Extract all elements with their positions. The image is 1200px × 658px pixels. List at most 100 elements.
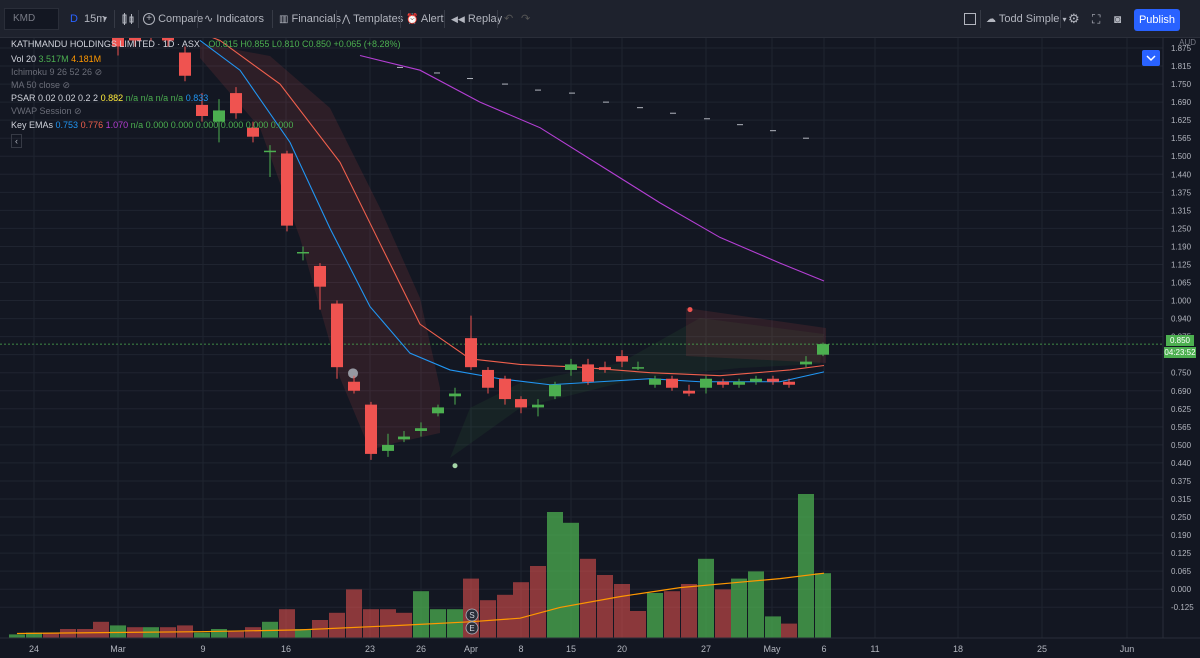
time-axis-label: 20 [617, 644, 627, 654]
toolbar-divider [980, 10, 981, 28]
volume-ma-line [16, 572, 825, 635]
eye-off-icon[interactable]: ⊘ [94, 67, 103, 77]
price-axis-label: 1.315 [1171, 206, 1192, 215]
legend-ma[interactable]: MA 50 close ⊘ [11, 79, 70, 91]
candle [398, 431, 410, 443]
publish-button[interactable]: Publish [1134, 9, 1180, 31]
legend-volume-label: Vol 20 [11, 54, 37, 64]
candle-body [616, 356, 628, 362]
time-axis-label: 27 [701, 644, 711, 654]
candle-body [179, 52, 191, 76]
toolbar-divider [1060, 10, 1061, 28]
volume-bar [447, 609, 463, 638]
legend-volume-value: 3.517M [38, 54, 69, 64]
camera-icon[interactable]: ◙ [1114, 12, 1122, 26]
legend-vwap-label: VWAP Session [11, 106, 72, 116]
chart-area[interactable]: 24 Mar 9 16 23 26 Apr 8 15 20 27 May 6 11 18 25 Jun AUD 1.… [0, 38, 1200, 658]
volume-bar [748, 571, 764, 638]
legend-ichimoku[interactable]: Ichimoku 9 26 52 26 ⊘ [11, 66, 102, 78]
volume-bar [563, 522, 579, 638]
square-layout-icon[interactable] [964, 9, 976, 29]
legend-volume[interactable]: Vol 20 3.517M 4.181M [11, 53, 101, 65]
indicators-icon: ∿ [204, 13, 214, 25]
financials-button[interactable]: ▥ Financials [279, 9, 341, 29]
candle [281, 150, 293, 232]
event-marker[interactable]: E [465, 621, 479, 635]
replay-button[interactable]: ◀◀ Replay [451, 9, 502, 29]
volume-bar [580, 558, 596, 638]
redo-icon[interactable]: ↷ [521, 13, 531, 25]
indicators-label: Indicators [216, 13, 264, 25]
time-axis-label: Jun [1120, 644, 1135, 654]
legend-title-row: KATHMANDU HOLDINGS LIMITED · 1D · ASX O0… [11, 38, 401, 50]
volume-bar [513, 582, 529, 638]
candle [382, 433, 394, 457]
candle-body [582, 364, 594, 382]
toolbar-divider [138, 10, 139, 28]
volume-bar [380, 609, 396, 638]
compare-label: Compare [158, 13, 204, 25]
candle-body [247, 127, 259, 137]
candle-body [800, 361, 812, 365]
candle [750, 375, 762, 385]
legend-collapse-button[interactable]: ‹ [11, 134, 22, 148]
chart-settings-icon[interactable] [1142, 50, 1160, 66]
price-axis-label: 1.250 [1171, 224, 1192, 233]
candle [449, 387, 461, 405]
event-marker-label: E [469, 624, 474, 633]
candles-icon [122, 13, 134, 26]
price-axis-label: -0.125 [1171, 603, 1194, 612]
price-axis-label: 1.065 [1171, 279, 1192, 288]
candle-body [348, 381, 360, 391]
volume-bar [647, 593, 663, 638]
price-chart[interactable]: 24 Mar 9 16 23 26 Apr 8 15 20 27 May 6 11 18 25 JunAUD1.… [0, 38, 1200, 658]
volume-bar [480, 600, 496, 638]
templates-button[interactable]: ⋀ Templates [342, 9, 403, 29]
candle-body [196, 104, 208, 116]
layout-save-button[interactable]: ☁ Todd Simple ▾ [986, 9, 1066, 29]
volume-bar [194, 632, 210, 638]
chart-type-button[interactable] [121, 9, 135, 29]
interval-day-button[interactable]: D [70, 13, 78, 25]
fullscreen-icon[interactable]: ⛶ [1092, 12, 1101, 26]
volume-bar [279, 609, 295, 638]
price-axis-label: 0.565 [1171, 423, 1192, 432]
candle [767, 375, 779, 385]
candle-body [750, 378, 762, 382]
toolbar-divider [497, 10, 498, 28]
symbol-search-input[interactable]: KMD [4, 8, 59, 30]
undo-icon[interactable]: ↶ [504, 13, 514, 25]
psar-marker [348, 368, 358, 379]
legend-psar[interactable]: PSAR 0.02 0.02 0.2 2 0.882 n/a n/a n/a n… [11, 92, 208, 104]
eye-off-icon[interactable]: ⊘ [74, 106, 82, 116]
candle [179, 46, 191, 82]
price-axis-label: 1.565 [1171, 134, 1192, 143]
chevron-down-icon[interactable]: ▾ [103, 14, 108, 23]
candle-body [717, 381, 729, 385]
time-axis-label: 23 [365, 644, 375, 654]
volume-bar [798, 494, 814, 638]
time-axis-label: Mar [110, 644, 126, 654]
event-marker[interactable]: S [465, 608, 479, 622]
candle [331, 300, 343, 379]
candle [129, 38, 141, 47]
interval-dropdown[interactable]: 15m [84, 13, 106, 25]
volume-bar [9, 634, 25, 638]
eye-off-icon[interactable]: ⊘ [62, 80, 71, 90]
candle [348, 375, 360, 394]
candle-body [432, 407, 444, 414]
compare-button[interactable]: + Compare [143, 9, 203, 29]
gear-icon[interactable]: ⚙ [1068, 11, 1080, 26]
legend-key-emas[interactable]: Key EMAs 0.753 0.776 1.070 n/a 0.000 0.0… [11, 119, 293, 131]
toolbar-divider [336, 10, 337, 28]
price-axis-label: 1.440 [1171, 170, 1192, 179]
candle [365, 401, 377, 460]
alert-button[interactable]: ⏰ Alert [406, 9, 444, 29]
price-axis-label: 1.000 [1171, 297, 1192, 306]
legend-vwap[interactable]: VWAP Session ⊘ [11, 105, 82, 117]
indicators-button[interactable]: ∿ Indicators [204, 9, 264, 29]
candle-body [632, 367, 644, 369]
candle [700, 375, 712, 394]
time-axis-label: 25 [1037, 644, 1047, 654]
candle [432, 404, 444, 417]
